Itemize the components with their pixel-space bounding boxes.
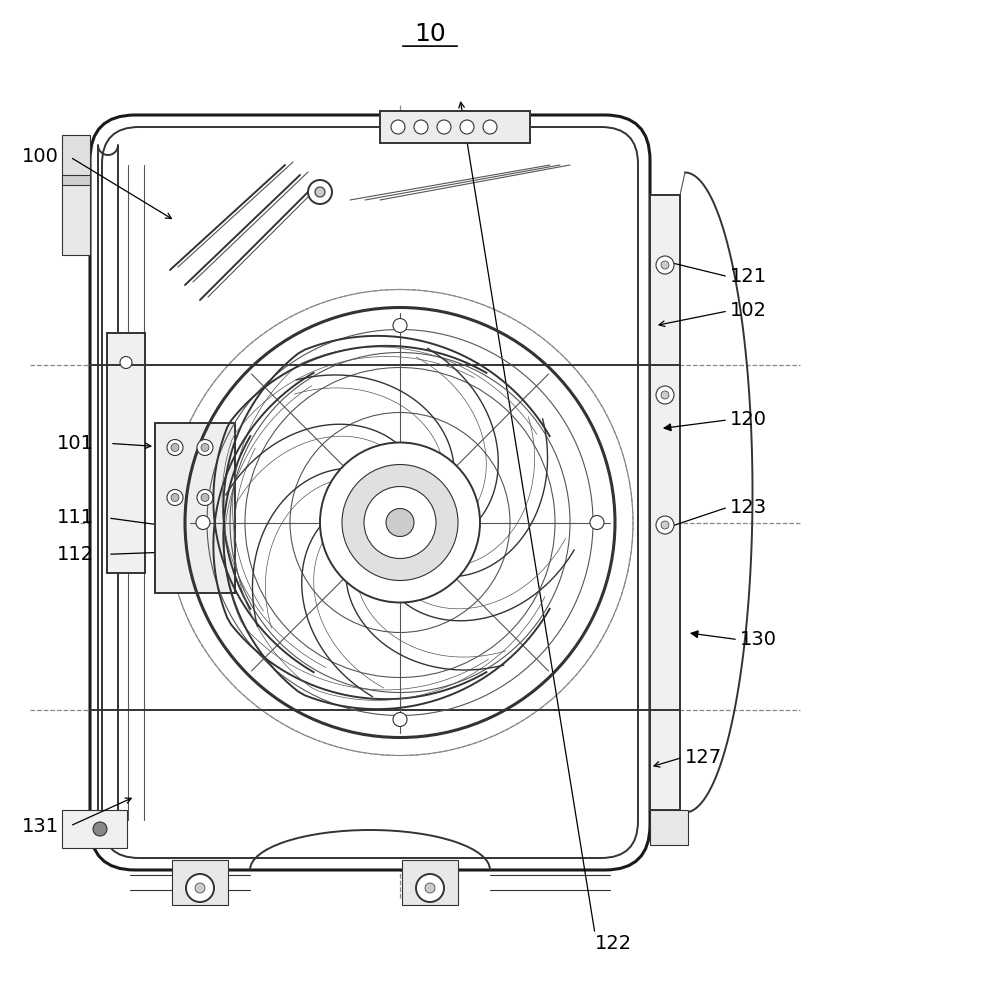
Circle shape bbox=[195, 883, 205, 893]
Text: 10: 10 bbox=[414, 23, 446, 46]
Text: 131: 131 bbox=[22, 816, 59, 836]
Circle shape bbox=[656, 256, 674, 274]
Circle shape bbox=[437, 120, 451, 134]
Circle shape bbox=[186, 874, 214, 902]
Circle shape bbox=[167, 439, 183, 455]
Bar bbox=[650, 195, 680, 810]
Text: 101: 101 bbox=[57, 434, 94, 453]
Bar bbox=[62, 175, 90, 255]
Circle shape bbox=[460, 120, 474, 134]
Text: 112: 112 bbox=[57, 544, 94, 564]
Circle shape bbox=[425, 883, 435, 893]
Circle shape bbox=[93, 822, 107, 836]
Circle shape bbox=[656, 516, 674, 534]
Circle shape bbox=[120, 356, 132, 369]
Text: 121: 121 bbox=[730, 267, 767, 286]
Text: 102: 102 bbox=[730, 301, 767, 321]
Circle shape bbox=[661, 521, 669, 529]
Bar bbox=[62, 175, 90, 185]
Circle shape bbox=[197, 439, 213, 455]
Circle shape bbox=[393, 319, 407, 333]
Circle shape bbox=[661, 261, 669, 269]
Bar bbox=[155, 423, 235, 593]
Circle shape bbox=[197, 490, 213, 505]
Circle shape bbox=[590, 515, 604, 530]
Text: 100: 100 bbox=[22, 147, 59, 167]
Circle shape bbox=[201, 443, 209, 451]
Circle shape bbox=[171, 493, 179, 501]
Bar bbox=[380, 111, 530, 143]
Circle shape bbox=[364, 487, 436, 558]
Circle shape bbox=[661, 391, 669, 399]
Circle shape bbox=[171, 443, 179, 451]
Circle shape bbox=[483, 120, 497, 134]
Circle shape bbox=[315, 187, 325, 197]
Circle shape bbox=[196, 515, 210, 530]
Bar bbox=[172, 860, 228, 905]
Text: 122: 122 bbox=[595, 934, 632, 954]
Circle shape bbox=[201, 493, 209, 501]
Circle shape bbox=[167, 490, 183, 505]
Bar bbox=[402, 860, 458, 905]
Circle shape bbox=[416, 874, 444, 902]
Text: 127: 127 bbox=[685, 748, 722, 767]
Circle shape bbox=[386, 508, 414, 537]
Circle shape bbox=[320, 442, 480, 602]
Text: 130: 130 bbox=[740, 630, 777, 649]
FancyBboxPatch shape bbox=[90, 115, 650, 870]
Bar bbox=[650, 810, 688, 845]
Bar bbox=[107, 333, 145, 573]
Circle shape bbox=[414, 120, 428, 134]
Text: 120: 120 bbox=[730, 410, 767, 430]
Circle shape bbox=[342, 464, 458, 581]
Text: 111: 111 bbox=[57, 508, 94, 528]
Circle shape bbox=[308, 180, 332, 204]
Circle shape bbox=[656, 386, 674, 404]
Bar bbox=[62, 135, 90, 177]
Circle shape bbox=[393, 712, 407, 727]
Text: 123: 123 bbox=[730, 497, 767, 517]
Bar bbox=[62, 810, 127, 848]
Circle shape bbox=[391, 120, 405, 134]
